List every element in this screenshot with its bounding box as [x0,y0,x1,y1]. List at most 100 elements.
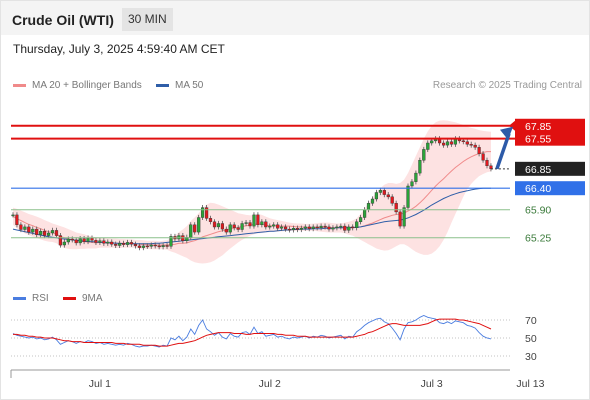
candle-body [260,221,264,226]
candle-body [70,238,74,241]
rsi-ma-line [13,318,492,347]
time-tick-label: Jul 13 [516,378,544,390]
legend-ma50-label: MA 50 [175,80,204,91]
candle-body [125,242,130,245]
candle-body [102,240,106,244]
candle-body [449,141,454,145]
credit-text: Research © 2025 Trading Central [432,80,582,91]
candle-body [264,221,268,228]
candle-body [299,227,303,230]
level-tag-bg [515,118,585,133]
candle-body [280,226,284,229]
candle-body [47,232,51,236]
level-tag-bg [515,131,585,146]
candle-body [27,226,31,233]
candle-body [94,240,98,243]
candle-body [335,226,339,229]
candle-body [204,207,209,219]
header-bar: Crude Oil (WTI) 30 MIN [1,1,589,35]
candle-body [133,243,137,247]
ma50-line [12,187,491,245]
candle-body [426,142,430,150]
instrument-title: Crude Oil (WTI) [12,12,114,28]
candle-body [319,225,323,229]
candle-body [153,244,157,247]
candle-body [11,214,15,217]
level-label: 66.85 [525,164,551,176]
candle-body [351,226,355,229]
legend-ma20-label: MA 20 + Bollinger Bands [32,80,142,91]
candle-body [276,224,280,229]
candle-body [465,141,469,145]
level-label: 65.25 [525,233,551,245]
legend-9ma: 9MA [63,293,103,304]
candle-body [43,230,47,236]
candle-body [418,159,422,174]
candle-body [66,238,70,243]
candle-body [315,226,319,229]
time-tick-label: Jul 3 [421,378,443,390]
candle-body [216,223,220,228]
candle-body [366,203,371,211]
candle-body [161,245,165,247]
legend-9ma-label: 9MA [82,293,103,304]
candle-body [477,147,481,155]
candle-body [347,226,351,231]
candle-body [252,214,256,227]
rsi-tick-label: 50 [525,333,537,345]
candle-body [121,243,126,245]
level-label: 66.40 [525,183,551,195]
forecast-arrow-line [495,133,511,170]
interval-button[interactable]: 30 MIN [122,8,173,31]
candle-body [15,214,19,225]
candle-body [58,235,62,246]
candle-body [473,144,477,148]
ma9-swatch-icon [63,296,76,300]
bollinger-band [13,120,491,264]
candle-body [240,223,244,230]
candle-body [39,230,43,235]
candle-body [220,223,224,230]
candle-body [110,241,114,245]
candle-body [90,237,94,241]
candle-body [422,149,426,161]
candle-body [303,226,307,229]
candle-body [370,198,375,204]
candle-body [287,228,292,231]
ma50-swatch-icon [156,83,169,87]
candle-body [469,144,473,146]
candle-body [248,222,252,227]
candle-body [137,245,141,248]
candle-body [236,227,240,230]
candle-body [35,228,39,235]
timestamp: Thursday, July 3, 2025 4:59:40 AM CET [13,42,225,56]
candle-body [23,226,27,230]
candle-body [430,140,434,144]
candle-body [106,241,110,244]
candle-body [363,209,367,218]
candle-body [169,236,173,247]
candle-body [197,217,201,233]
candle-body [386,194,390,198]
candle-body [339,225,343,228]
candles-group [11,136,493,251]
candle-body [165,245,169,247]
candle-body [232,224,236,229]
candle-body [374,192,378,200]
candle-body [402,207,406,227]
candle-body [414,172,418,182]
candle-body [398,211,402,227]
legend-rsi: RSI [13,293,49,304]
candle-body [343,225,347,231]
candle-body [323,225,327,228]
candle-body [284,226,288,230]
candle-body [62,241,66,246]
candle-body [394,203,398,213]
candle-body [406,185,410,208]
candle-body [461,140,465,143]
candle-body [445,141,450,146]
candle-body [212,221,217,228]
candle-body [145,245,149,248]
rsi-swatch-icon [13,296,26,300]
